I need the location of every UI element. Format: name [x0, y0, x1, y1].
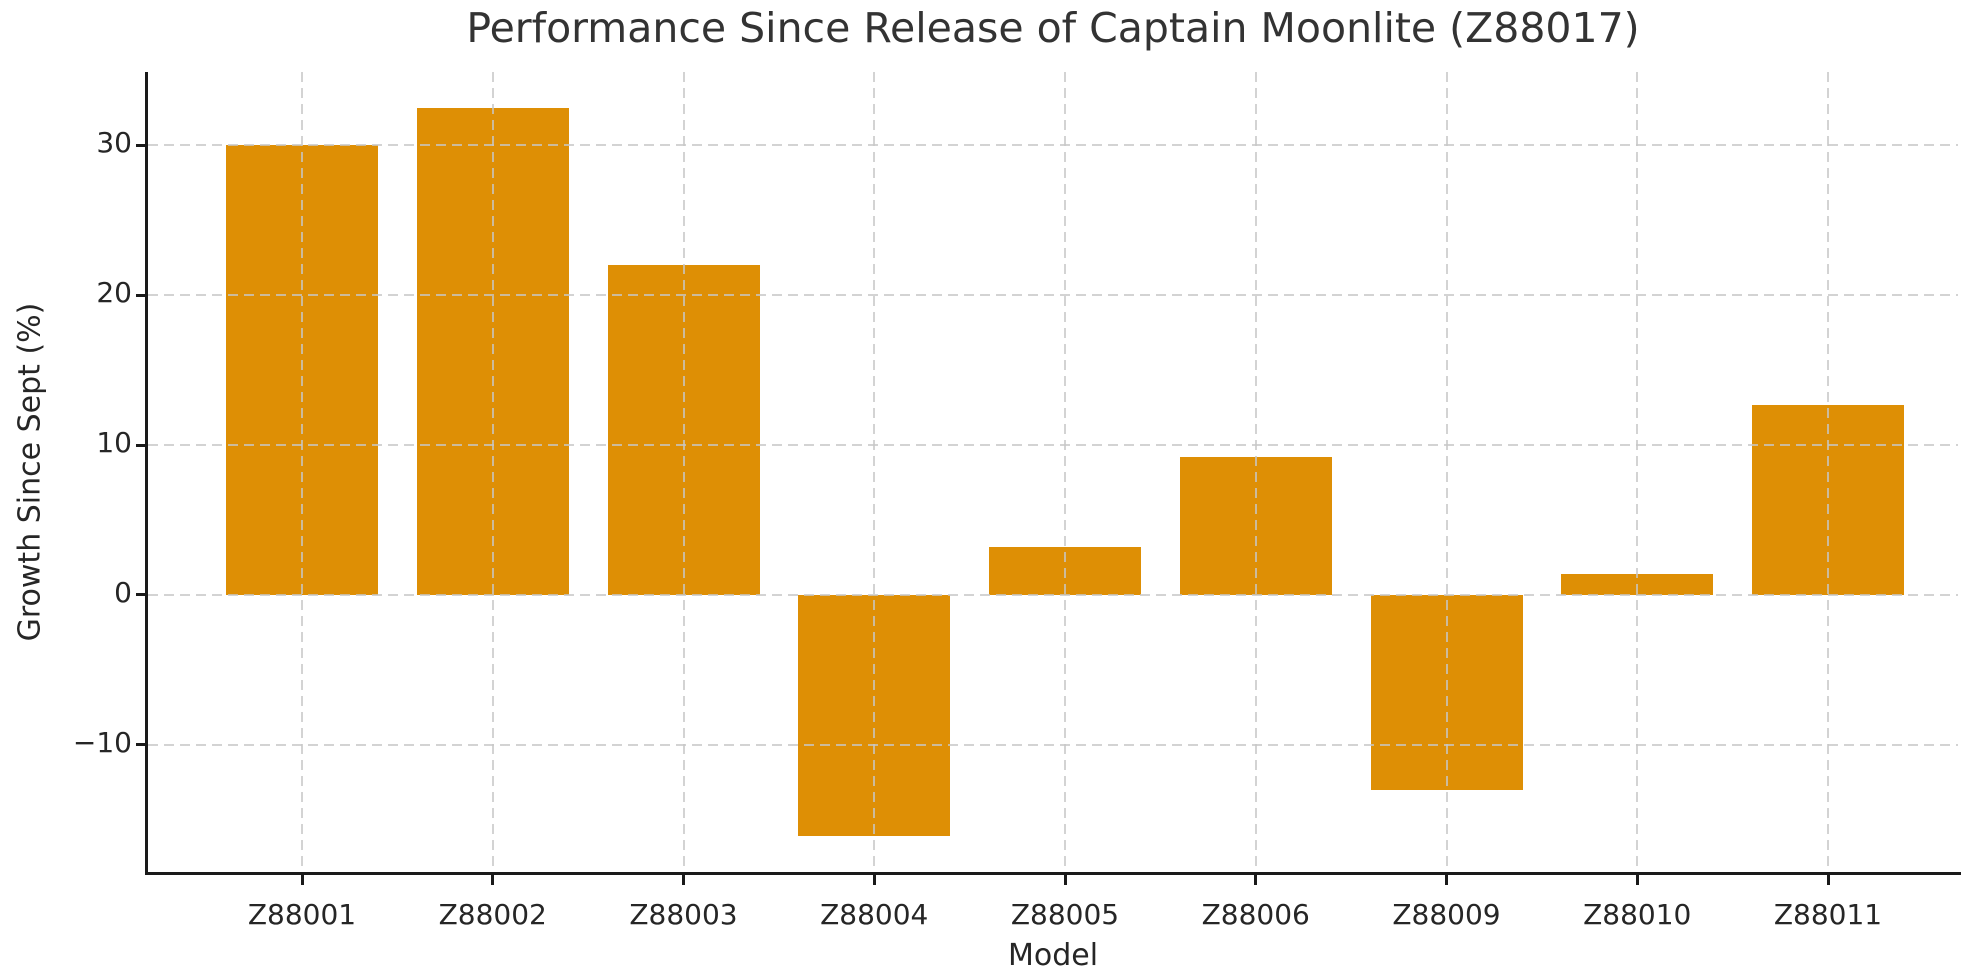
- y-axis-spine: [145, 72, 148, 875]
- x-tick-label-z88011: Z88011: [1773, 898, 1883, 931]
- x-tick-label-z88009: Z88009: [1392, 898, 1501, 931]
- x-tick-label-z88004: Z88004: [820, 898, 929, 931]
- gridline-x-z88004: [873, 72, 876, 872]
- gridline-y-10: [148, 444, 1958, 447]
- y-tick-mark-10: [136, 443, 148, 447]
- y-tick-mark-0: [136, 593, 148, 597]
- y-tick-label-30: 30: [96, 126, 132, 160]
- x-tick-mark-z88009: [1445, 874, 1448, 885]
- gridline-y--10: [148, 743, 1958, 746]
- y-tick-label-0: 0: [114, 575, 132, 609]
- x-tick-mark-z88011: [1826, 874, 1830, 885]
- gridline-x-z88002: [491, 72, 494, 872]
- gridline-x-z88009: [1445, 72, 1448, 872]
- chart-title: Performance Since Release of Captain Moo…: [466, 4, 1640, 52]
- x-tick-mark-z88002: [491, 874, 495, 885]
- x-tick-mark-z88003: [682, 874, 685, 885]
- x-tick-mark-z88001: [300, 874, 304, 885]
- x-tick-label-z88005: Z88005: [1010, 898, 1120, 931]
- x-tick-mark-z88006: [1254, 874, 1258, 885]
- x-tick-mark-z88004: [872, 874, 876, 885]
- y-tick-mark-20: [136, 293, 148, 297]
- x-axis-spine: [145, 872, 1961, 875]
- gridline-y-20: [148, 294, 1958, 297]
- gridline-x-z88005: [1064, 72, 1066, 872]
- gridline-x-z88010: [1636, 72, 1639, 872]
- x-tick-mark-z88010: [1635, 874, 1639, 885]
- x-tick-label-z88002: Z88002: [438, 898, 547, 931]
- gridline-x-z88001: [301, 72, 303, 872]
- plot-area: [148, 72, 1958, 872]
- y-tick-mark-30: [136, 143, 148, 147]
- y-tick-mark--10: [136, 743, 148, 747]
- x-tick-label-z88001: Z88001: [247, 898, 357, 931]
- x-tick-label-z88003: Z88003: [629, 898, 738, 931]
- gridline-y-0: [148, 593, 1958, 596]
- y-tick-label-10: 10: [96, 426, 132, 460]
- x-tick-mark-z88005: [1063, 874, 1067, 885]
- gridline-x-z88006: [1254, 72, 1257, 872]
- gridline-x-z88011: [1827, 72, 1829, 872]
- x-tick-label-z88006: Z88006: [1201, 898, 1310, 931]
- y-tick-label--10: −10: [72, 725, 132, 759]
- y-tick-label-20: 20: [96, 276, 132, 310]
- x-axis-label: Model: [1007, 938, 1099, 973]
- x-tick-label-z88010: Z88010: [1583, 898, 1692, 931]
- gridline-y-30: [148, 144, 1958, 147]
- gridline-x-z88003: [682, 72, 685, 872]
